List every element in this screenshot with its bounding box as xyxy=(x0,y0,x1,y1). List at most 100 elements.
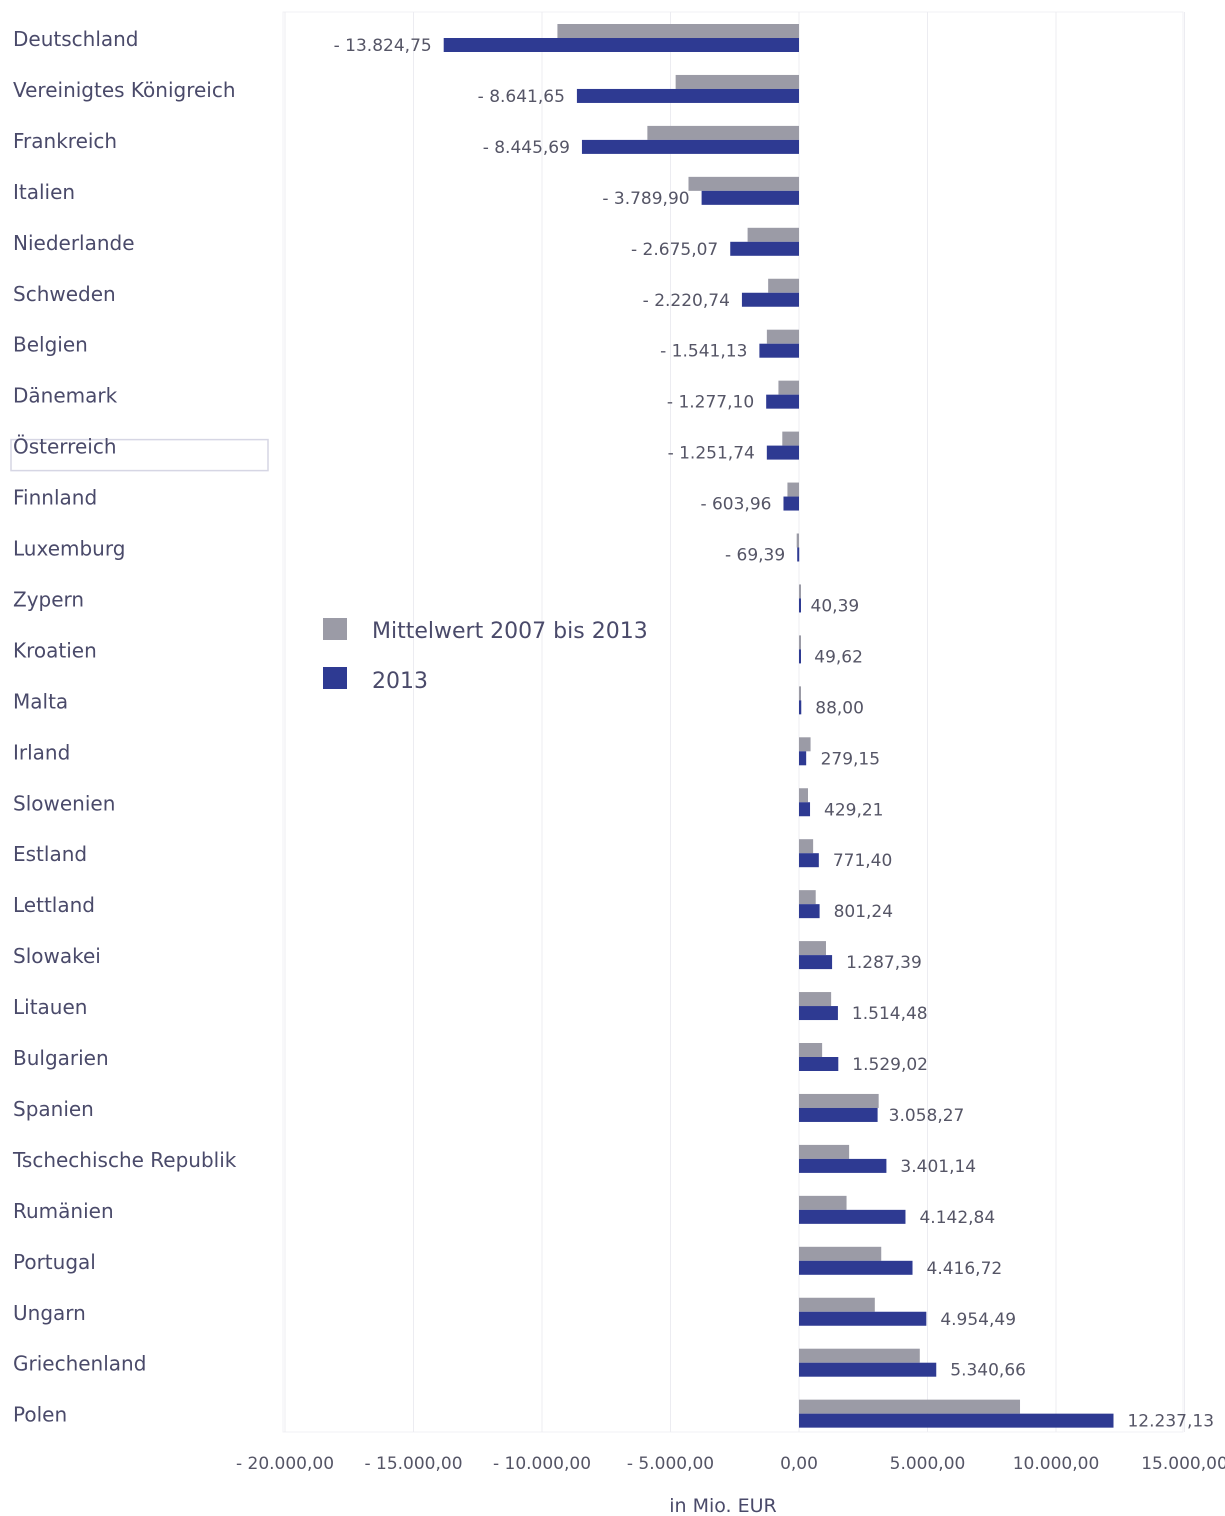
bar-mean xyxy=(768,278,799,293)
x-tick-label: - 10.000,00 xyxy=(493,1454,591,1474)
value-label: 429,21 xyxy=(824,800,883,820)
bar-mean xyxy=(799,1144,850,1159)
data-labels: - 13.824,75 - 8.641,65 - 8.445,69 - 3.789,9… xyxy=(334,36,1214,1432)
bar-2013 xyxy=(799,1006,838,1021)
bar-2013 xyxy=(799,1260,913,1275)
plot-area xyxy=(282,11,1184,1433)
value-label: 4.416,72 xyxy=(927,1259,1003,1279)
bar-mean xyxy=(799,1399,1021,1414)
category-label: Dänemark xyxy=(13,384,118,408)
category-label: Tschechische Republik xyxy=(12,1148,237,1172)
value-label: 12.237,13 xyxy=(1127,1412,1214,1432)
category-label: Malta xyxy=(13,689,68,713)
x-axis-label: in Mio. EUR xyxy=(669,1495,777,1516)
category-label: Griechenland xyxy=(13,1352,146,1376)
value-label: - 2.675,07 xyxy=(631,240,718,260)
legend-swatch-2013 xyxy=(323,667,347,689)
bar-2013 xyxy=(741,292,799,307)
value-label: 1.514,48 xyxy=(852,1004,928,1024)
value-label: 3.401,14 xyxy=(900,1157,976,1177)
bar-mean xyxy=(557,24,799,38)
bar-2013 xyxy=(730,241,799,256)
value-label: - 8.641,65 xyxy=(478,87,565,107)
bar-mean xyxy=(799,635,801,650)
bar-2013 xyxy=(799,955,833,970)
x-tick-label: 15.000,00 xyxy=(1141,1454,1225,1474)
bar-mean xyxy=(799,737,811,752)
category-label: Niederlande xyxy=(13,231,135,255)
bar-mean xyxy=(787,482,799,497)
bar-2013 xyxy=(799,700,802,715)
category-label: Lettland xyxy=(13,893,95,917)
value-label: - 1.541,13 xyxy=(660,342,747,362)
value-label: 1.287,39 xyxy=(846,953,922,973)
category-label: Vereinigtes Königreich xyxy=(13,78,236,102)
category-label: Österreich xyxy=(13,435,117,459)
category-label: Kroatien xyxy=(13,638,97,662)
value-label: 49,62 xyxy=(814,647,863,667)
x-tick-label: 10.000,00 xyxy=(1013,1454,1100,1474)
bar-mean xyxy=(782,431,799,446)
bar-mean xyxy=(799,890,816,905)
value-label: 279,15 xyxy=(821,749,880,769)
bar-2013 xyxy=(576,88,799,103)
bar-mean xyxy=(747,227,799,242)
x-tick-label: 5.000,00 xyxy=(890,1454,966,1474)
value-label: 3.058,27 xyxy=(889,1106,965,1126)
value-label: 88,00 xyxy=(815,698,864,718)
legend: Mittelwert 2007 bis 2013 2013 xyxy=(323,618,648,694)
bar-2013 xyxy=(799,598,801,613)
category-label: Schweden xyxy=(13,282,116,306)
value-label: - 2.220,74 xyxy=(643,291,730,311)
category-label: Slowenien xyxy=(13,791,115,815)
legend-label-2013: 2013 xyxy=(372,669,428,694)
legend-swatch-mean xyxy=(323,618,347,640)
bar-2013 xyxy=(799,1311,927,1326)
category-label: Estland xyxy=(13,842,87,866)
selected-category-box xyxy=(10,438,269,472)
category-label: Belgien xyxy=(13,333,88,357)
bar-mean xyxy=(675,74,799,89)
category-label: Ungarn xyxy=(13,1301,86,1325)
value-label: - 8.445,69 xyxy=(483,138,570,158)
category-labels: Deutschland Vereinigtes Königreich Frankre… xyxy=(10,27,269,1427)
bar-mean xyxy=(799,1246,882,1261)
category-label: Polen xyxy=(13,1403,67,1427)
value-label: - 3.789,90 xyxy=(602,189,689,209)
bar-mean xyxy=(799,1093,879,1108)
category-label: Finnland xyxy=(13,486,97,510)
category-label: Slowakei xyxy=(13,944,101,968)
bar-mean xyxy=(799,1043,823,1057)
bar-mean xyxy=(799,686,801,701)
bar-2013 xyxy=(766,445,799,460)
value-label: - 69,39 xyxy=(725,546,785,566)
category-label: Portugal xyxy=(13,1250,96,1274)
value-label: - 1.277,10 xyxy=(667,393,754,413)
bar-2013 xyxy=(799,802,811,817)
bar-2013 xyxy=(799,904,820,919)
value-label: 4.954,49 xyxy=(940,1310,1016,1330)
bar-2013 xyxy=(581,139,799,154)
value-label: - 603,96 xyxy=(700,495,771,515)
value-label: 1.529,02 xyxy=(852,1055,928,1075)
bar-mean xyxy=(799,839,814,854)
value-label: - 13.824,75 xyxy=(334,36,432,56)
bar-2013 xyxy=(783,496,799,511)
x-tick-label: - 5.000,00 xyxy=(627,1454,714,1474)
bar-2013 xyxy=(799,1209,906,1224)
bars xyxy=(443,24,1114,1428)
value-label: 771,40 xyxy=(833,851,892,871)
bar-mean xyxy=(766,329,799,344)
bar-2013 xyxy=(799,1362,937,1377)
bar-2013 xyxy=(799,751,807,766)
bar-2013 xyxy=(443,38,799,52)
x-tick-label: - 20.000,00 xyxy=(236,1454,334,1474)
category-label: Bulgarien xyxy=(13,1046,109,1070)
bar-2013 xyxy=(799,1057,839,1071)
category-label: Italien xyxy=(13,180,75,204)
legend-label-mean: Mittelwert 2007 bis 2013 xyxy=(372,619,648,644)
x-tick-label: 0,00 xyxy=(780,1454,818,1474)
category-label: Spanien xyxy=(13,1097,94,1121)
bar-2013 xyxy=(799,853,819,868)
bar-mean xyxy=(799,1195,847,1210)
